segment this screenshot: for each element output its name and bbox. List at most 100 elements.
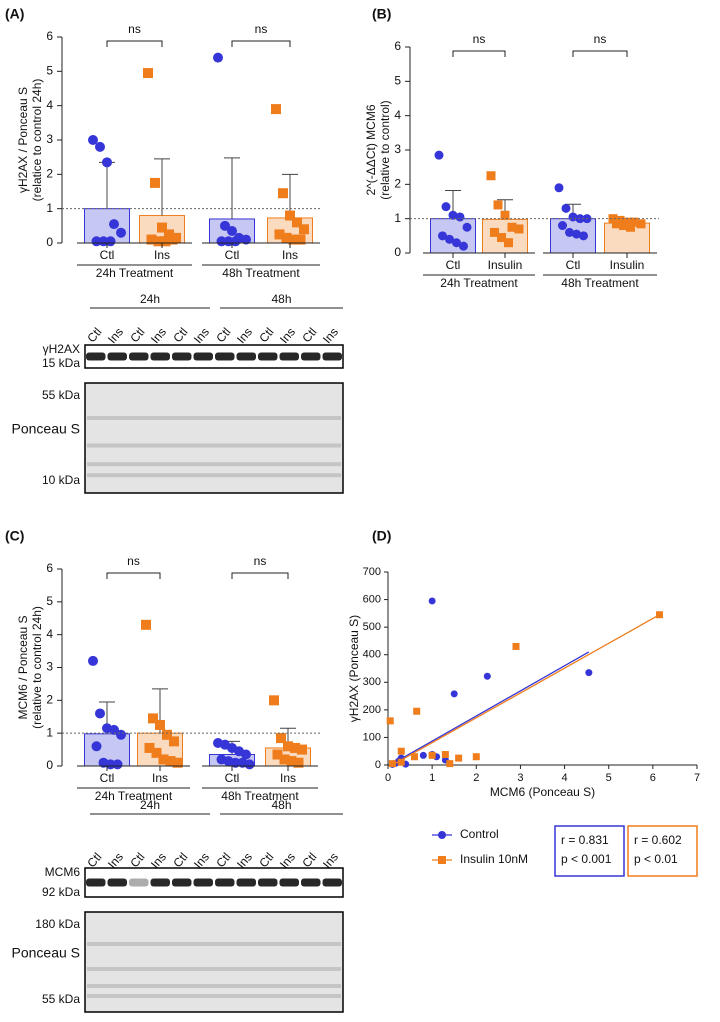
point	[493, 200, 503, 210]
blot-target-size: 15 kDa	[42, 356, 80, 370]
blot-group: 24h	[140, 292, 160, 306]
point	[88, 135, 98, 145]
point	[290, 742, 300, 753]
lane-label: Ctl	[84, 850, 104, 870]
significance-bracket	[106, 40, 163, 47]
point	[448, 210, 458, 220]
stain-band	[87, 994, 341, 998]
lane-label: Ctl	[256, 325, 276, 345]
lane-label: Ctl	[299, 850, 319, 870]
x-tick-label: 3	[517, 772, 523, 784]
point	[450, 690, 458, 698]
point	[462, 222, 472, 232]
y-tick-label: 2	[46, 693, 53, 707]
group-label: 48h Treatment	[221, 789, 299, 803]
point	[160, 236, 171, 247]
point	[568, 212, 578, 222]
point	[95, 708, 105, 719]
point	[438, 831, 446, 839]
x-tick-label: Ins	[282, 248, 298, 262]
point	[561, 203, 571, 213]
y-tick-label: 300	[363, 676, 381, 688]
point	[434, 150, 444, 160]
point	[438, 231, 447, 241]
band	[172, 878, 192, 887]
stats-box	[627, 825, 698, 877]
point	[165, 756, 176, 767]
panel-label: (B)	[372, 6, 391, 22]
blot-box	[84, 867, 344, 898]
band	[301, 878, 321, 887]
stain-band	[87, 462, 341, 467]
legend-label: Insulin 10nM	[460, 852, 528, 866]
point	[164, 229, 174, 240]
point	[554, 183, 564, 193]
point	[109, 724, 119, 735]
point	[213, 52, 223, 63]
point	[148, 713, 158, 724]
y-tick-label: 0	[46, 758, 53, 772]
x-tick-label: Ins	[154, 248, 170, 262]
point	[116, 227, 126, 238]
stats-box	[554, 825, 625, 877]
blot-target: MCM6	[45, 865, 81, 879]
y-tick-label: 0	[375, 759, 381, 771]
lane-label: Ins	[234, 325, 255, 346]
band	[215, 352, 235, 361]
point	[285, 210, 295, 221]
point	[486, 171, 496, 181]
y-tick-label: 1	[46, 201, 53, 215]
x-tick-label: 4	[562, 772, 568, 784]
point	[388, 760, 396, 768]
point	[153, 236, 164, 247]
x-tick-label: 1	[429, 772, 435, 784]
stain-band	[87, 942, 341, 946]
y-axis-label: (relative to control)	[378, 100, 392, 199]
legend-label: Control	[460, 827, 499, 841]
point	[109, 219, 119, 230]
stats-text: p < 0.001	[561, 852, 612, 866]
band	[107, 352, 127, 361]
x-tick-label: Ins	[280, 771, 296, 785]
blot-group: 48h	[271, 292, 291, 306]
group-label: 24h Treatment	[96, 266, 174, 280]
lane-label: Ins	[105, 325, 126, 346]
stain-band	[87, 443, 341, 448]
point	[500, 210, 510, 220]
lane-label: Ctl	[127, 325, 147, 345]
band	[236, 878, 256, 887]
y-tick-label: 3	[46, 660, 53, 674]
point	[452, 238, 461, 248]
band	[215, 878, 235, 887]
band	[322, 878, 342, 887]
point	[241, 749, 251, 760]
y-axis-label: MCM6 / Ponceau S	[16, 615, 30, 719]
point	[151, 747, 162, 758]
point	[116, 729, 126, 740]
point	[428, 597, 436, 605]
band	[86, 878, 106, 887]
lane-label: Ins	[320, 325, 341, 346]
point	[112, 759, 123, 770]
x-tick-label: Insulin	[610, 258, 645, 272]
lane-label: Ctl	[299, 325, 319, 345]
band	[236, 352, 256, 361]
point	[512, 642, 520, 650]
y-tick-label: 3	[46, 132, 53, 146]
panel-label: (D)	[372, 528, 391, 544]
blot-group: 48h	[271, 798, 291, 812]
point	[626, 222, 635, 232]
band	[279, 352, 299, 361]
y-tick-label: 3	[394, 142, 401, 156]
x-axis-label: MCM6 (Ponceau S)	[490, 785, 595, 799]
stats-text: p < 0.01	[634, 852, 678, 866]
group-label: 48h Treatment	[561, 276, 639, 290]
significance-bracket	[231, 572, 289, 579]
point	[244, 759, 255, 770]
blot-group: 24h	[140, 798, 160, 812]
band	[129, 878, 149, 887]
point	[410, 753, 418, 761]
x-tick-label: 5	[606, 772, 612, 784]
band	[86, 352, 106, 361]
lane-label: Ctl	[256, 850, 276, 870]
